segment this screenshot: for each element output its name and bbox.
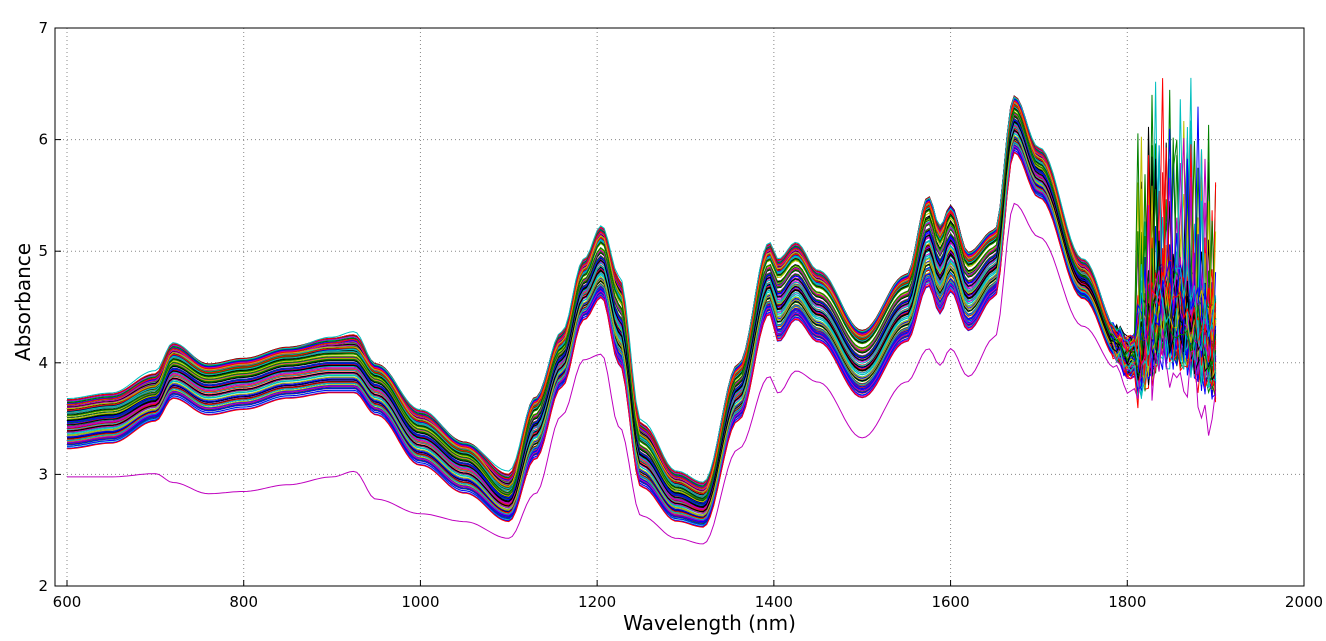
spectrum-line <box>66 96 1217 483</box>
spectrum-line <box>66 108 1217 500</box>
spectrum-line <box>66 151 1217 528</box>
x-axis-label: Wavelength (nm) <box>623 611 796 635</box>
plot-frame <box>54 27 1305 587</box>
spectrum-line <box>66 136 1217 518</box>
x-tick-label: 1600 <box>931 593 969 611</box>
spectrum-line <box>66 146 1217 524</box>
spectrum-line <box>66 141 1217 521</box>
y-tick-label: 2 <box>38 577 48 595</box>
spectrum-line <box>66 121 1217 508</box>
spectrum-line <box>67 134 1217 516</box>
x-tick-label: 1200 <box>578 593 616 611</box>
y-tick-label: 5 <box>38 242 48 260</box>
spectrum-line <box>66 106 1217 506</box>
spectrum-line <box>66 123 1217 510</box>
x-tick-label: 1800 <box>1108 593 1146 611</box>
x-tick-label: 1400 <box>755 593 793 611</box>
spectrum-line <box>66 145 1217 522</box>
x-tick-label: 600 <box>53 593 82 611</box>
spectrum-line <box>66 132 1216 516</box>
spectrum-line <box>67 101 1217 493</box>
y-tick-label: 6 <box>38 131 48 149</box>
y-tick-label: 3 <box>38 465 48 483</box>
y-tick-label: 7 <box>38 19 48 37</box>
y-tick-label: 4 <box>38 354 48 372</box>
spectrum-line <box>66 149 1217 525</box>
spectrum-line <box>66 111 1217 501</box>
x-tick-label: 1000 <box>401 593 439 611</box>
spectrum-line <box>67 202 1217 545</box>
spectrum-line <box>66 129 1216 513</box>
y-axis-label: Absorbance <box>11 243 35 361</box>
spectrum-line <box>66 100 1217 489</box>
spectrum-line <box>66 99 1217 491</box>
spectrum-line <box>66 126 1217 512</box>
x-tick-label: 2000 <box>1285 593 1323 611</box>
x-tick-label: 800 <box>229 593 258 611</box>
spectrum-line <box>66 147 1217 524</box>
axis-ticks: 600 800 1000 1200 1400 1600 1800 2000 2 3 4 5 6 7 <box>38 19 1323 611</box>
series-layer <box>66 77 1217 545</box>
